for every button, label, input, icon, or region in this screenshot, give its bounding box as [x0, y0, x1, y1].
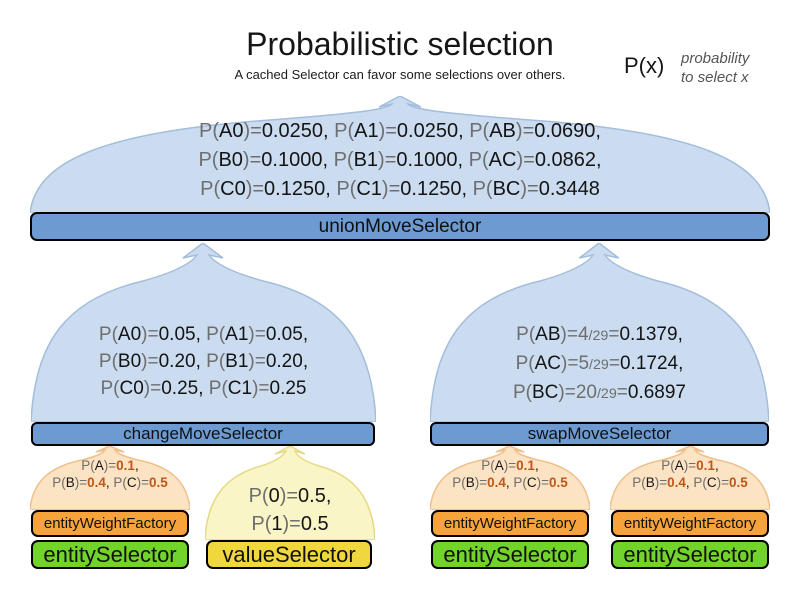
- probability-line: P(A0)=0.0250, P(A1)=0.0250, P(AB)=0.0690…: [199, 120, 601, 142]
- union-probability-lines: P(A0)=0.0250, P(A1)=0.0250, P(AB)=0.0690…: [0, 117, 800, 204]
- entity-weight-arch-shape-2: [430, 446, 590, 510]
- change-funnel-path: [31, 243, 376, 422]
- probability-line: P(A)=0.1,: [481, 458, 539, 473]
- probability-line: P(B0)=0.20, P(B1)=0.20,: [98, 351, 309, 372]
- union-funnel-shape: [30, 96, 770, 213]
- probability-line: P(B0)=0.1000, P(B1)=0.1000, P(AC)=0.0862…: [198, 149, 602, 171]
- entity-weight-arch-shape-1: [30, 446, 190, 510]
- probability-line: P(0)=0.5,: [248, 485, 332, 507]
- swap-move-selector-label: swapMoveSelector: [527, 424, 672, 443]
- change-move-selector-bar: changeMoveSelector: [31, 422, 375, 446]
- probability-line: P(C0)=0.1250, P(C1)=0.1250, P(BC)=0.3448: [200, 178, 600, 200]
- entity-weight-factory-bar-3: entityWeightFactory: [611, 510, 769, 537]
- probability-line: P(A0)=0.05, P(A1)=0.05,: [98, 324, 309, 345]
- entity-weight-factory-label: entityWeightFactory: [43, 515, 177, 532]
- entity-weight-factory-label: entityWeightFactory: [443, 515, 577, 532]
- probability-line: P(B)=0.4, P(C)=0.5: [632, 475, 748, 490]
- value-selector-label: valueSelector: [222, 541, 356, 567]
- entity-selector-bar-3: entitySelector: [611, 540, 769, 569]
- probability-line: P(B)=0.4, P(C)=0.5: [452, 475, 568, 490]
- entity-weight-arch-path: [610, 446, 770, 510]
- swap-probability-lines: P(AB)=4/29=0.1379, P(AC)=5/29=0.1724, P(…: [430, 321, 769, 408]
- probability-line: P(AC)=5/29=0.1724,: [515, 353, 684, 374]
- probability-line: P(C0)=0.25, P(C1)=0.25: [100, 378, 307, 399]
- entity-weight-factory-bar-2: entityWeightFactory: [431, 510, 589, 537]
- legend-desc-line1: probability: [681, 50, 750, 67]
- value-probability-lines: P(0)=0.5, P(1)=0.5: [205, 482, 375, 538]
- legend-desc-line2: to select x: [681, 69, 749, 86]
- entity-selector-label: entitySelector: [43, 541, 177, 567]
- probability-line: P(B)=0.4, P(C)=0.5: [52, 475, 168, 490]
- probability-line: P(1)=0.5: [251, 513, 329, 535]
- value-arch-shape: [205, 446, 375, 540]
- entity-weight-arch-path: [30, 446, 190, 510]
- entity-weight-factory-bar-1: entityWeightFactory: [31, 510, 189, 537]
- entity-weight-lines-1: P(A)=0.1, P(B)=0.4, P(C)=0.5: [30, 457, 190, 491]
- page-subtitle: A cached Selector can favor some selecti…: [234, 67, 566, 82]
- swap-move-selector-bar: swapMoveSelector: [430, 422, 769, 446]
- probability-line: P(A)=0.1,: [661, 458, 719, 473]
- probability-line: P(AB)=4/29=0.1379,: [516, 324, 683, 345]
- legend-probability-description: probability to select x: [681, 49, 749, 87]
- entity-selector-bar-2: entitySelector: [431, 540, 589, 569]
- entity-weight-arch-shape-3: [610, 446, 770, 510]
- entity-selector-label: entitySelector: [443, 541, 577, 567]
- entity-weight-arch-path: [430, 446, 590, 510]
- value-arch-path: [205, 446, 375, 540]
- swap-funnel-path: [430, 243, 769, 422]
- union-funnel-path: [30, 96, 770, 213]
- entity-selector-bar-1: entitySelector: [31, 540, 189, 569]
- probability-line: P(BC)=20/29=0.6897: [512, 382, 687, 403]
- union-move-selector-label: unionMoveSelector: [318, 215, 482, 237]
- entity-weight-lines-2: P(A)=0.1, P(B)=0.4, P(C)=0.5: [430, 457, 590, 491]
- change-move-selector-label: changeMoveSelector: [123, 424, 283, 443]
- page-title: Probabilistic selection: [246, 26, 554, 62]
- probability-line: P(A)=0.1,: [81, 458, 139, 473]
- entity-selector-label: entitySelector: [623, 541, 757, 567]
- change-funnel-shape: [31, 243, 376, 422]
- swap-funnel-shape: [430, 243, 769, 422]
- change-probability-lines: P(A0)=0.05, P(A1)=0.05, P(B0)=0.20, P(B1…: [31, 321, 376, 402]
- union-move-selector-bar: unionMoveSelector: [30, 212, 770, 241]
- entity-weight-factory-label: entityWeightFactory: [623, 515, 757, 532]
- legend-probability-symbol: P(x): [624, 53, 665, 78]
- entity-weight-lines-3: P(A)=0.1, P(B)=0.4, P(C)=0.5: [610, 457, 770, 491]
- value-selector-bar: valueSelector: [206, 540, 372, 569]
